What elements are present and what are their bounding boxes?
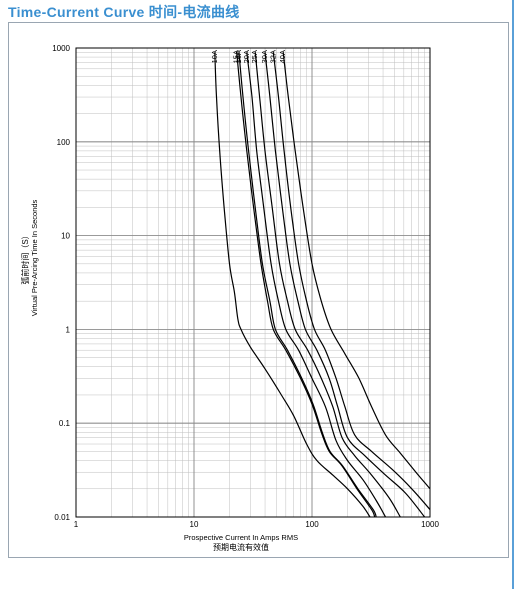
series-label-32a: 32A [268,50,277,63]
curve-16a [238,52,377,518]
series-label-10a: 10A [210,50,219,63]
y-tick-label: 100 [57,138,71,147]
series-label-20a: 20A [242,50,251,63]
y-tick-labels: 0.01 0.1 1 10 100 1000 [52,44,70,522]
page-title: Time-Current Curve 时间-电流曲线 [8,4,240,20]
chart-frame [8,22,509,558]
curve-15a [236,52,376,518]
minor-grid [76,48,430,517]
y-axis-label-cn: 弧前时间（S） [20,231,30,284]
x-tick-label: 10 [190,520,199,529]
curve-10a [214,52,371,518]
series-label-40a: 40A [278,50,287,63]
curve-20a [246,52,387,518]
x-tick-label: 1000 [421,520,439,529]
plot-border [75,47,431,518]
y-tick-label: 0.01 [54,513,70,522]
curve-30a [264,52,426,518]
series-label-30a: 30A [260,50,269,63]
x-tick-label: 100 [305,520,319,529]
series-label-15a: 15A [232,50,241,63]
series-label-25a: 25A [250,50,259,63]
curve-25a [254,52,401,518]
major-grid [75,47,431,518]
y-tick-label: 1000 [52,44,70,53]
x-axis-label: Prospective Current In Amps RMS [184,533,298,542]
y-tick-label: 10 [61,232,70,241]
y-axis-label: Virtual Pre-Arcing Time In Seconds [30,199,39,316]
x-tick-labels: 1 10 100 1000 [74,520,440,529]
frame-right-edge [512,0,514,589]
curve-40a [282,52,431,490]
series-label-16a: 16A [234,50,243,63]
y-tick-label: 0.1 [59,419,71,428]
x-axis-label-cn: 预期电流有效值 [213,542,269,552]
curve-group [214,52,431,518]
y-tick-label: 1 [66,325,71,334]
x-tick-label: 1 [74,520,79,529]
curve-32a [272,52,431,510]
